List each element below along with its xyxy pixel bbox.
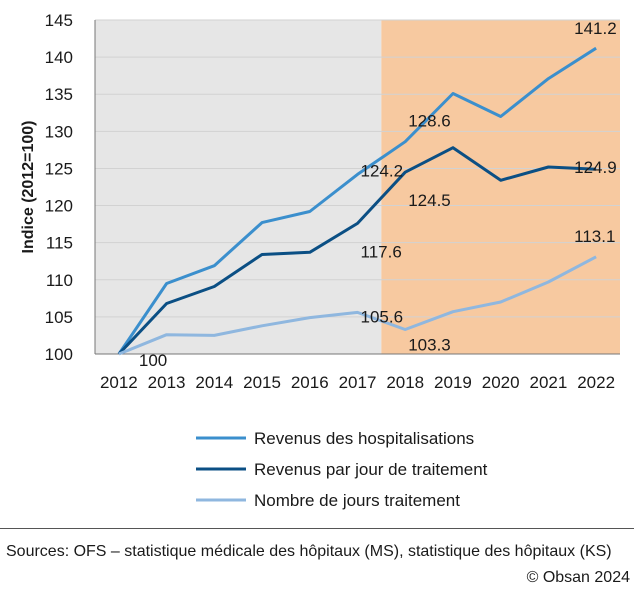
x-tick-label: 2021: [529, 373, 567, 392]
legend-label-3: Nombre de jours traitement: [254, 491, 460, 510]
copyright-note: © Obsan 2024: [526, 569, 630, 586]
data-label: 124.9: [574, 158, 617, 177]
x-tick-label: 2013: [148, 373, 186, 392]
y-tick-label: 145: [45, 11, 73, 30]
data-label: 100: [139, 351, 167, 370]
shaded-region-1: [95, 20, 382, 354]
x-tick-label: 2016: [291, 373, 329, 392]
data-label: 117.6: [361, 242, 402, 261]
y-axis-title: Indice (2012=100): [20, 121, 37, 254]
x-tick-label: 2018: [386, 373, 424, 392]
data-label: 128.6: [408, 112, 451, 131]
y-tick-label: 120: [45, 197, 73, 216]
y-tick-label: 115: [46, 234, 73, 253]
x-tick-label: 2022: [577, 373, 615, 392]
y-tick-label: 140: [45, 48, 73, 67]
data-label: 141.2: [574, 19, 617, 38]
line-chart: 100 105 110 115 120 125 130 135 140 145 2012 2013 20…: [20, 11, 620, 510]
y-tick-label: 100: [45, 345, 73, 364]
x-tick-label: 2017: [339, 373, 377, 392]
footer-divider: [0, 528, 634, 529]
series-line-2: [117, 146, 597, 356]
legend-label-2: Revenus par jour de traitement: [254, 460, 488, 479]
y-tick-label: 125: [45, 159, 73, 178]
x-tick-label: 2020: [482, 373, 520, 392]
data-label: 103.3: [408, 336, 451, 355]
x-tick-label: 2015: [243, 373, 281, 392]
sources-note: Sources: OFS – statistique médicale des …: [6, 543, 612, 560]
x-tick-label: 2012: [100, 373, 138, 392]
x-tick-label: 2014: [195, 373, 233, 392]
legend-label-1: Revenus des hospitalisations: [254, 429, 474, 448]
data-label: 113.1: [574, 227, 615, 246]
y-tick-label: 135: [45, 85, 73, 104]
y-tick-label: 110: [46, 271, 73, 290]
shaded-region-2: [381, 20, 620, 354]
chart-footer: Sources: OFS – statistique médicale des …: [0, 528, 640, 596]
y-tick-label: 105: [45, 308, 73, 327]
x-tick-label: 2019: [434, 373, 472, 392]
series-line-3: [118, 255, 597, 356]
data-label: 124.5: [408, 191, 451, 210]
data-label: 105.6: [361, 307, 404, 326]
series-line-1: [117, 46, 597, 355]
y-tick-label: 130: [45, 122, 73, 141]
data-label: 124.2: [361, 161, 404, 180]
